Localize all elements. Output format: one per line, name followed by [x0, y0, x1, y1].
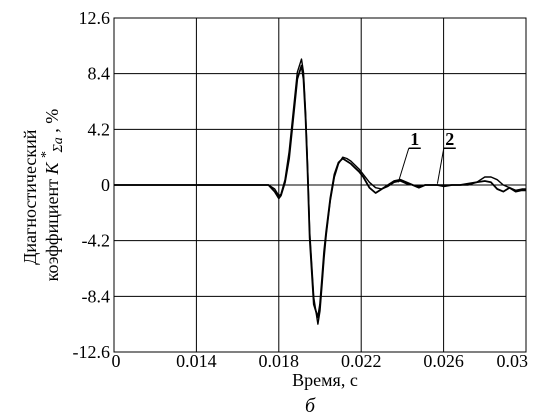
- series-label-leader: [436, 148, 445, 184]
- series-line-2: [114, 58, 526, 325]
- tick-labels: 0 0.014 0.018 0.022 0.026 0.03 12.6 8.4 4.2 0 -4.2…: [73, 8, 529, 371]
- x-tick-label: 0.022: [341, 351, 382, 371]
- x-tick-label: 0.018: [259, 351, 300, 371]
- series-label-1: 1: [410, 129, 419, 149]
- figure-caption: б: [305, 395, 316, 417]
- series-layer: [114, 58, 526, 325]
- series-line-1: [114, 64, 526, 319]
- plot-frame: [113, 17, 527, 353]
- y-tick-label: 0: [101, 175, 110, 195]
- series-label-leader: [397, 148, 410, 183]
- y-axis-title-line1: Диагностический: [20, 129, 40, 265]
- y-axis-title-unit: , %: [42, 109, 62, 133]
- y-axis-title-line2: коэффициент: [42, 179, 62, 281]
- y-tick-label: -4.2: [82, 231, 111, 251]
- y-axis-title-subscript: Σa: [51, 137, 66, 153]
- x-tick-label: 0: [112, 351, 121, 371]
- y-tick-label: -8.4: [82, 286, 111, 306]
- series-label-2: 2: [445, 129, 454, 149]
- y-tick-label: 12.6: [79, 8, 111, 28]
- y-axis-title-superscript: *: [39, 151, 54, 158]
- x-tick-label: 0.03: [497, 351, 529, 371]
- x-tick-label: 0.026: [423, 351, 464, 371]
- y-tick-label: -12.6: [73, 342, 111, 362]
- y-axis-title-symbol: K: [42, 162, 62, 176]
- y-tick-label: 4.2: [88, 119, 111, 139]
- x-axis-title: Время, с: [292, 370, 358, 390]
- x-tick-label: 0.014: [176, 351, 217, 371]
- y-tick-label: 8.4: [88, 64, 111, 84]
- y-axis-title: Диагностический коэффициент K * Σa , %: [20, 109, 66, 282]
